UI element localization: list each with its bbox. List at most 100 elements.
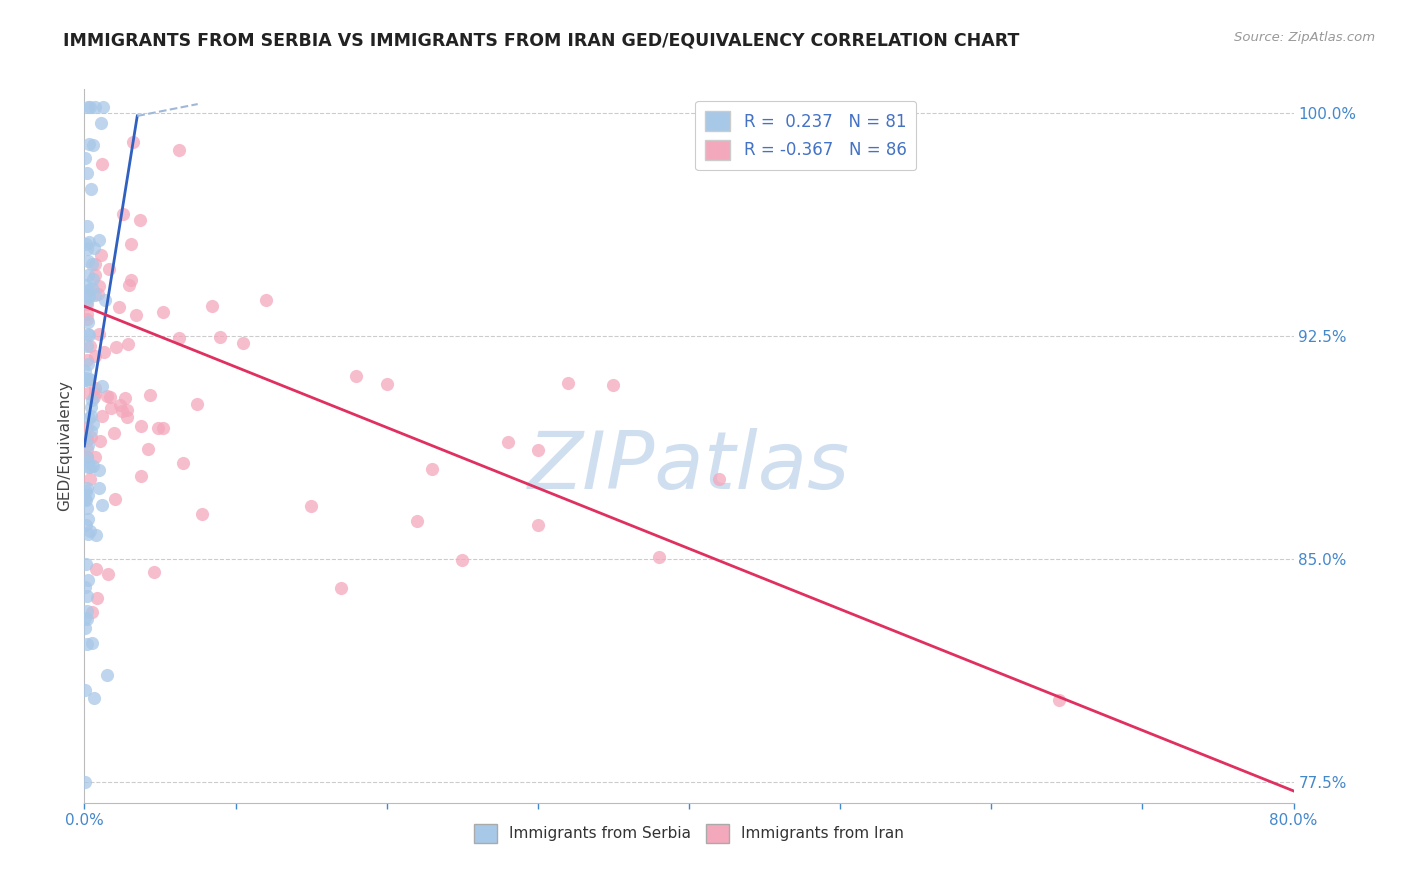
Point xyxy=(108,398,131,412)
Point xyxy=(191,507,214,521)
Point xyxy=(83,691,105,706)
Point xyxy=(75,580,97,594)
Point xyxy=(91,157,114,171)
Point xyxy=(117,410,139,425)
Point xyxy=(77,288,100,302)
Point xyxy=(75,621,97,635)
Point xyxy=(120,273,142,287)
Point xyxy=(77,235,100,249)
Point xyxy=(89,434,111,448)
Point xyxy=(77,410,100,425)
Point xyxy=(77,372,100,386)
Point xyxy=(75,429,97,443)
Point xyxy=(172,456,194,470)
Point xyxy=(77,512,100,526)
Point xyxy=(77,438,100,452)
Point xyxy=(112,206,135,220)
Point xyxy=(76,500,98,515)
Point xyxy=(76,450,98,464)
Point xyxy=(80,409,103,423)
Point xyxy=(90,248,112,262)
Point xyxy=(83,390,105,404)
Point xyxy=(76,419,98,434)
Point xyxy=(91,409,114,423)
Text: IMMIGRANTS FROM SERBIA VS IMMIGRANTS FROM IRAN GED/EQUIVALENCY CORRELATION CHART: IMMIGRANTS FROM SERBIA VS IMMIGRANTS FRO… xyxy=(63,31,1019,49)
Point xyxy=(75,557,97,571)
Point xyxy=(79,430,101,444)
Point xyxy=(209,330,232,344)
Point xyxy=(76,253,98,268)
Point xyxy=(136,442,159,456)
Point xyxy=(76,604,98,618)
Point xyxy=(129,419,152,434)
Point xyxy=(80,401,103,415)
Point xyxy=(96,567,118,582)
Point xyxy=(84,288,107,302)
Point xyxy=(75,236,97,251)
Point xyxy=(82,417,104,431)
Point xyxy=(375,377,398,392)
Point xyxy=(91,498,114,512)
Point xyxy=(76,432,98,446)
Point xyxy=(125,308,148,322)
Point xyxy=(79,459,101,474)
Point xyxy=(76,589,98,603)
Point xyxy=(77,357,100,371)
Point xyxy=(75,518,97,533)
Point xyxy=(76,219,98,234)
Point xyxy=(87,279,110,293)
Point xyxy=(75,492,97,507)
Point xyxy=(167,331,190,345)
Point xyxy=(120,237,142,252)
Point xyxy=(77,526,100,541)
Point xyxy=(76,242,98,256)
Point xyxy=(86,591,108,606)
Point xyxy=(96,667,118,681)
Point xyxy=(152,420,174,434)
Point xyxy=(117,402,139,417)
Point xyxy=(98,390,121,404)
Point xyxy=(76,314,98,328)
Point xyxy=(90,379,112,393)
Point xyxy=(451,553,474,567)
Point xyxy=(76,353,98,368)
Point xyxy=(76,100,98,114)
Point xyxy=(77,268,100,282)
Point xyxy=(100,401,122,415)
Point xyxy=(104,491,127,506)
Point xyxy=(142,565,165,579)
Point xyxy=(76,297,98,311)
Point xyxy=(87,481,110,495)
Point xyxy=(201,300,224,314)
Point xyxy=(82,138,104,153)
Point xyxy=(77,455,100,469)
Point xyxy=(496,434,519,449)
Point xyxy=(96,389,118,403)
Point xyxy=(75,364,97,378)
Point xyxy=(75,370,97,384)
Point xyxy=(299,499,322,513)
Point xyxy=(152,305,174,319)
Point xyxy=(83,241,105,255)
Point xyxy=(146,421,169,435)
Point xyxy=(346,368,368,383)
Point xyxy=(76,488,98,502)
Point xyxy=(77,327,100,342)
Point xyxy=(91,100,114,114)
Point xyxy=(79,472,101,486)
Point xyxy=(80,424,103,438)
Point xyxy=(83,381,105,395)
Point xyxy=(1047,692,1070,706)
Point xyxy=(79,524,101,538)
Point xyxy=(420,462,443,476)
Point xyxy=(84,528,107,542)
Point xyxy=(75,373,97,387)
Point xyxy=(80,393,103,408)
Point xyxy=(75,775,97,789)
Point xyxy=(84,386,107,401)
Point xyxy=(527,443,550,458)
Point xyxy=(76,283,98,297)
Point xyxy=(77,385,100,400)
Point xyxy=(75,278,97,293)
Point xyxy=(557,376,579,391)
